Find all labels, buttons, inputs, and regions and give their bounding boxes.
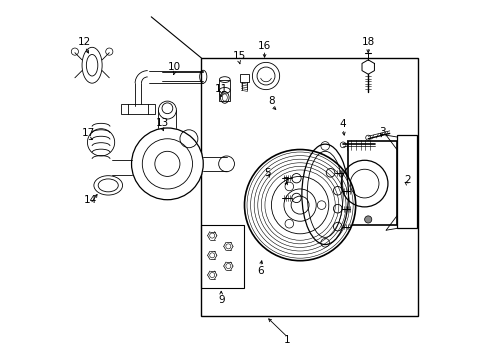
Text: 15: 15 [232, 51, 245, 61]
Text: 12: 12 [78, 37, 91, 47]
Text: 1: 1 [284, 334, 290, 345]
Circle shape [131, 128, 203, 200]
Circle shape [244, 149, 355, 261]
Text: 8: 8 [267, 96, 274, 106]
Bar [396, 135, 416, 228]
Text: 5: 5 [264, 168, 270, 178]
Text: 7: 7 [282, 177, 288, 187]
Text: 6: 6 [257, 266, 264, 276]
Bar [201, 225, 244, 288]
Bar [239, 74, 249, 82]
Bar [201, 58, 418, 316]
Bar [348, 140, 396, 225]
Text: 2: 2 [404, 175, 410, 185]
Text: 10: 10 [168, 62, 181, 72]
Text: 18: 18 [361, 37, 374, 47]
Text: 16: 16 [257, 41, 270, 50]
Text: 13: 13 [155, 118, 168, 128]
Text: 4: 4 [339, 120, 346, 129]
Text: 17: 17 [81, 129, 95, 138]
Text: 14: 14 [83, 195, 97, 205]
Bar [121, 104, 155, 114]
Circle shape [364, 216, 371, 223]
Text: 3: 3 [379, 127, 385, 136]
Text: 9: 9 [218, 295, 224, 305]
Text: 11: 11 [214, 84, 227, 94]
Bar [219, 80, 230, 101]
